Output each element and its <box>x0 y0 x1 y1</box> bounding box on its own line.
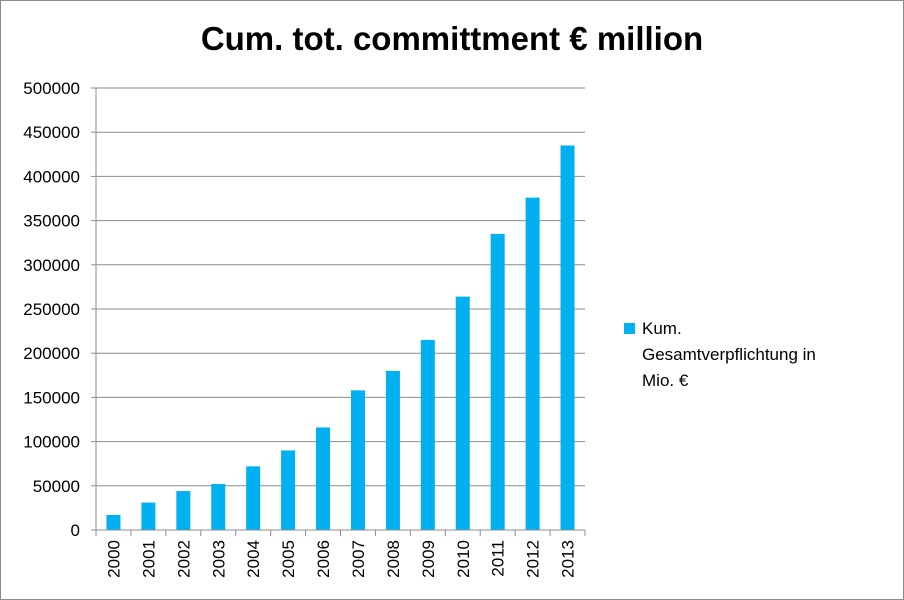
y-tick-label: 350000 <box>23 212 80 231</box>
x-tick-label: 2008 <box>384 540 403 578</box>
x-tick-label: 2004 <box>244 540 263 578</box>
x-tick-label: 2005 <box>279 540 298 578</box>
y-tick-label: 100000 <box>23 433 80 452</box>
bar <box>420 339 435 530</box>
bar <box>246 466 261 530</box>
y-tick-label: 450000 <box>23 123 80 142</box>
x-tick-label: 2010 <box>454 540 473 578</box>
x-tick-label: 2002 <box>174 540 193 578</box>
y-tick-label: 50000 <box>33 477 80 496</box>
y-tick-label: 0 <box>71 521 80 540</box>
y-tick-label: 200000 <box>23 344 80 363</box>
bar <box>281 450 296 530</box>
bar <box>106 514 121 530</box>
x-tick-label: 2013 <box>559 540 578 578</box>
y-tick-label: 150000 <box>23 388 80 407</box>
bar <box>350 390 365 530</box>
gridlines <box>96 87 585 487</box>
bar <box>455 296 470 530</box>
x-tick-label: 2006 <box>314 540 333 578</box>
bar <box>490 233 505 531</box>
axes <box>91 87 586 536</box>
x-tick-labels: 2000 2001 2002 2003 2004 2005 2006 2007 2008 2009… <box>104 540 577 578</box>
chart-title: Cum. tot. committment € million <box>200 20 704 57</box>
x-tick-label: 2001 <box>139 540 158 578</box>
x-tick-label: 2012 <box>524 540 543 578</box>
legend-label: Kum. Gesamtverpflichtung in Mio. € <box>642 319 816 390</box>
legend-swatch <box>624 323 635 334</box>
bar <box>525 197 540 530</box>
y-tick-labels: 0 50000 100000 150000 200000 250000 300000 3500… <box>23 79 80 540</box>
bar <box>176 491 191 530</box>
bar <box>560 145 575 530</box>
bar <box>316 427 331 530</box>
x-tick-label: 2000 <box>104 540 123 578</box>
y-tick-label: 500000 <box>23 79 80 98</box>
x-tick-label: 2009 <box>419 540 438 578</box>
y-tick-label: 250000 <box>23 300 80 319</box>
y-tick-label: 300000 <box>23 256 80 275</box>
x-tick-label: 2003 <box>209 540 228 578</box>
legend: Kum. Gesamtverpflichtung in Mio. € <box>624 316 832 394</box>
bar <box>211 484 226 530</box>
bar <box>141 502 156 530</box>
y-tick-label: 400000 <box>23 167 80 186</box>
x-tick-label: 2007 <box>349 540 368 578</box>
bar <box>385 370 400 530</box>
x-tick-label: 2011 <box>489 540 508 577</box>
bars <box>106 145 575 531</box>
